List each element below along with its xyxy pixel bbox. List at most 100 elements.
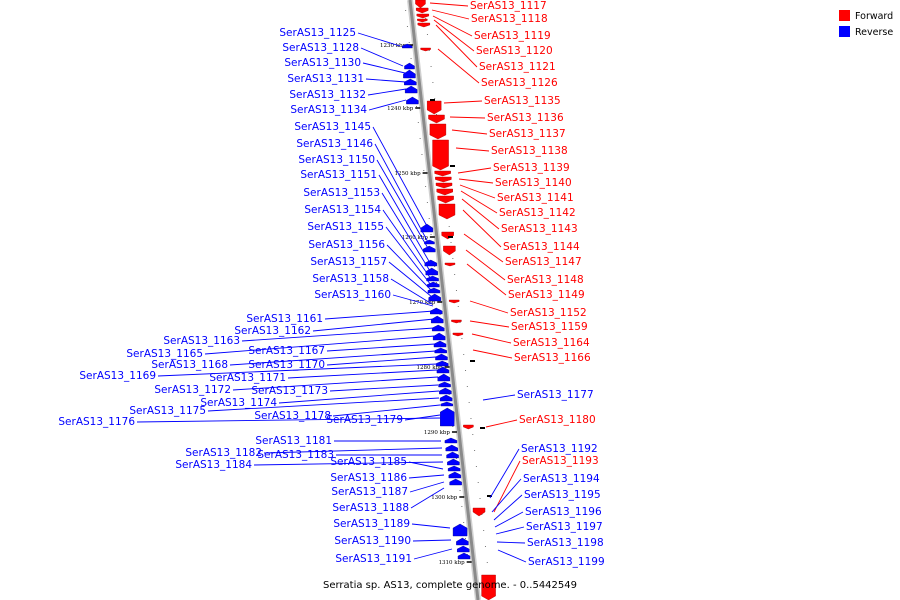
backbone-dot [452, 426, 454, 427]
reverse-gene-leader [409, 481, 445, 493]
reverse-gene-label: SerAS13_1188 [332, 502, 409, 514]
backbone-dot [432, 82, 434, 83]
reverse-gene-leader [385, 226, 432, 286]
reverse-gene-leader [482, 394, 516, 401]
forward-gene-arrow [416, 13, 430, 19]
reverse-gene-leader [491, 478, 522, 513]
backbone-dot [464, 538, 466, 539]
forward-gene-leader [462, 209, 502, 248]
reverse-gene-arrow [404, 85, 418, 94]
reverse-gene-label: SerAS13_1183 [257, 449, 334, 461]
backbone-dot [454, 274, 456, 275]
backbone-dot [463, 354, 465, 355]
reverse-gene-arrow [439, 394, 453, 402]
reverse-gene-leader [489, 448, 520, 499]
forward-gene-arrow [448, 299, 460, 304]
backbone-dot [463, 522, 465, 523]
forward-gene-arrow [420, 47, 431, 52]
backbone-dot [472, 434, 474, 435]
backbone-dot [466, 386, 468, 387]
feature-marker [430, 99, 435, 101]
reverse-gene-leader [496, 541, 526, 544]
scale-tick-label: 1250 kbp [394, 171, 421, 177]
backbone-dot [477, 482, 479, 483]
reverse-gene-arrow [404, 78, 417, 86]
reverse-gene-label: SerAS13_1187 [331, 486, 408, 498]
backbone-dot [470, 418, 472, 419]
forward-gene-arrow [435, 182, 453, 189]
forward-gene-label: SerAS13_1120 [476, 45, 553, 57]
reverse-gene-leader [413, 548, 453, 560]
legend-swatch-forward [839, 10, 850, 21]
backbone-dot [475, 466, 477, 467]
reverse-gene-leader [232, 376, 439, 391]
reverse-gene-label: SerAS13_1186 [330, 472, 407, 484]
reverse-gene-label: SerAS13_1171 [209, 372, 286, 384]
forward-gene-label: SerAS13_1121 [479, 61, 556, 73]
backbone-dot [421, 154, 423, 155]
reverse-gene-label: SerAS13_1150 [298, 154, 375, 166]
reverse-gene-label: SerAS13_1184 [175, 459, 252, 471]
forward-gene-arrow [428, 114, 445, 124]
reverse-gene-label: SerAS13_1162 [234, 325, 311, 337]
reverse-gene-arrow [424, 259, 438, 267]
backbone-dot [481, 514, 483, 515]
backbone-dot [450, 242, 452, 243]
backbone-dot [459, 322, 461, 323]
forward-gene-arrow [437, 195, 454, 204]
reverse-gene-leader [376, 159, 430, 251]
reverse-gene-label: SerAS13_1185 [330, 456, 407, 468]
forward-gene-leader [459, 184, 496, 199]
backbone-dot [430, 234, 432, 235]
reverse-gene-label: SerAS13_1196 [525, 506, 602, 518]
scale-tick-label: 1300 kbp [431, 495, 458, 501]
forward-gene-leader [435, 24, 478, 68]
backbone-dot [425, 186, 427, 187]
reverse-gene-arrow [406, 96, 419, 105]
forward-gene-label: SerAS13_1152 [510, 307, 587, 319]
reverse-gene-leader [157, 363, 438, 377]
forward-gene-arrow [463, 424, 474, 430]
backbone-dot [461, 338, 463, 339]
reverse-gene-arrow [440, 401, 453, 407]
backbone-dot [459, 490, 461, 491]
reverse-gene-label: SerAS13_1169 [79, 370, 156, 382]
reverse-gene-label: SerAS13_1134 [290, 104, 367, 116]
backbone-dot [448, 226, 450, 227]
scale-tick-label: 1230 kbp [380, 43, 407, 49]
forward-gene-leader [493, 460, 521, 513]
feature-marker [450, 165, 455, 167]
reverse-gene-arrow [449, 478, 462, 486]
forward-gene-leader [443, 100, 483, 104]
reverse-gene-label: SerAS13_1195 [524, 489, 601, 501]
backbone-dot [425, 18, 427, 19]
forward-gene-label: SerAS13_1141 [497, 192, 574, 204]
forward-gene-leader [449, 116, 486, 119]
forward-gene-leader [457, 167, 492, 174]
backbone-dot [430, 66, 432, 67]
reverse-gene-leader [365, 78, 407, 83]
forward-gene-label: SerAS13_1119 [474, 30, 551, 42]
legend-label-forward: Forward [855, 11, 893, 22]
forward-gene-label: SerAS13_1143 [501, 223, 578, 235]
reverse-gene-label: SerAS13_1181 [255, 435, 332, 447]
reverse-gene-label: SerAS13_1168 [151, 359, 228, 371]
reverse-gene-arrow [426, 275, 439, 282]
forward-gene-leader [451, 129, 488, 135]
reverse-gene-leader [412, 539, 452, 542]
backbone-dot [483, 530, 485, 531]
reverse-gene-leader [324, 310, 435, 320]
forward-gene-arrow [452, 332, 464, 337]
reverse-gene-arrow [439, 387, 452, 395]
reverse-gene-arrow [436, 366, 450, 374]
reverse-gene-leader [386, 244, 433, 292]
reverse-gene-arrow [431, 324, 445, 332]
feature-marker [470, 360, 475, 362]
reverse-gene-arrow [456, 537, 469, 546]
genome-caption: Serratia sp. AS13, complete genome. - 0.… [323, 580, 577, 591]
forward-gene-label: SerAS13_1148 [507, 274, 584, 286]
reverse-gene-leader [372, 126, 429, 229]
forward-gene-leader [463, 233, 504, 263]
